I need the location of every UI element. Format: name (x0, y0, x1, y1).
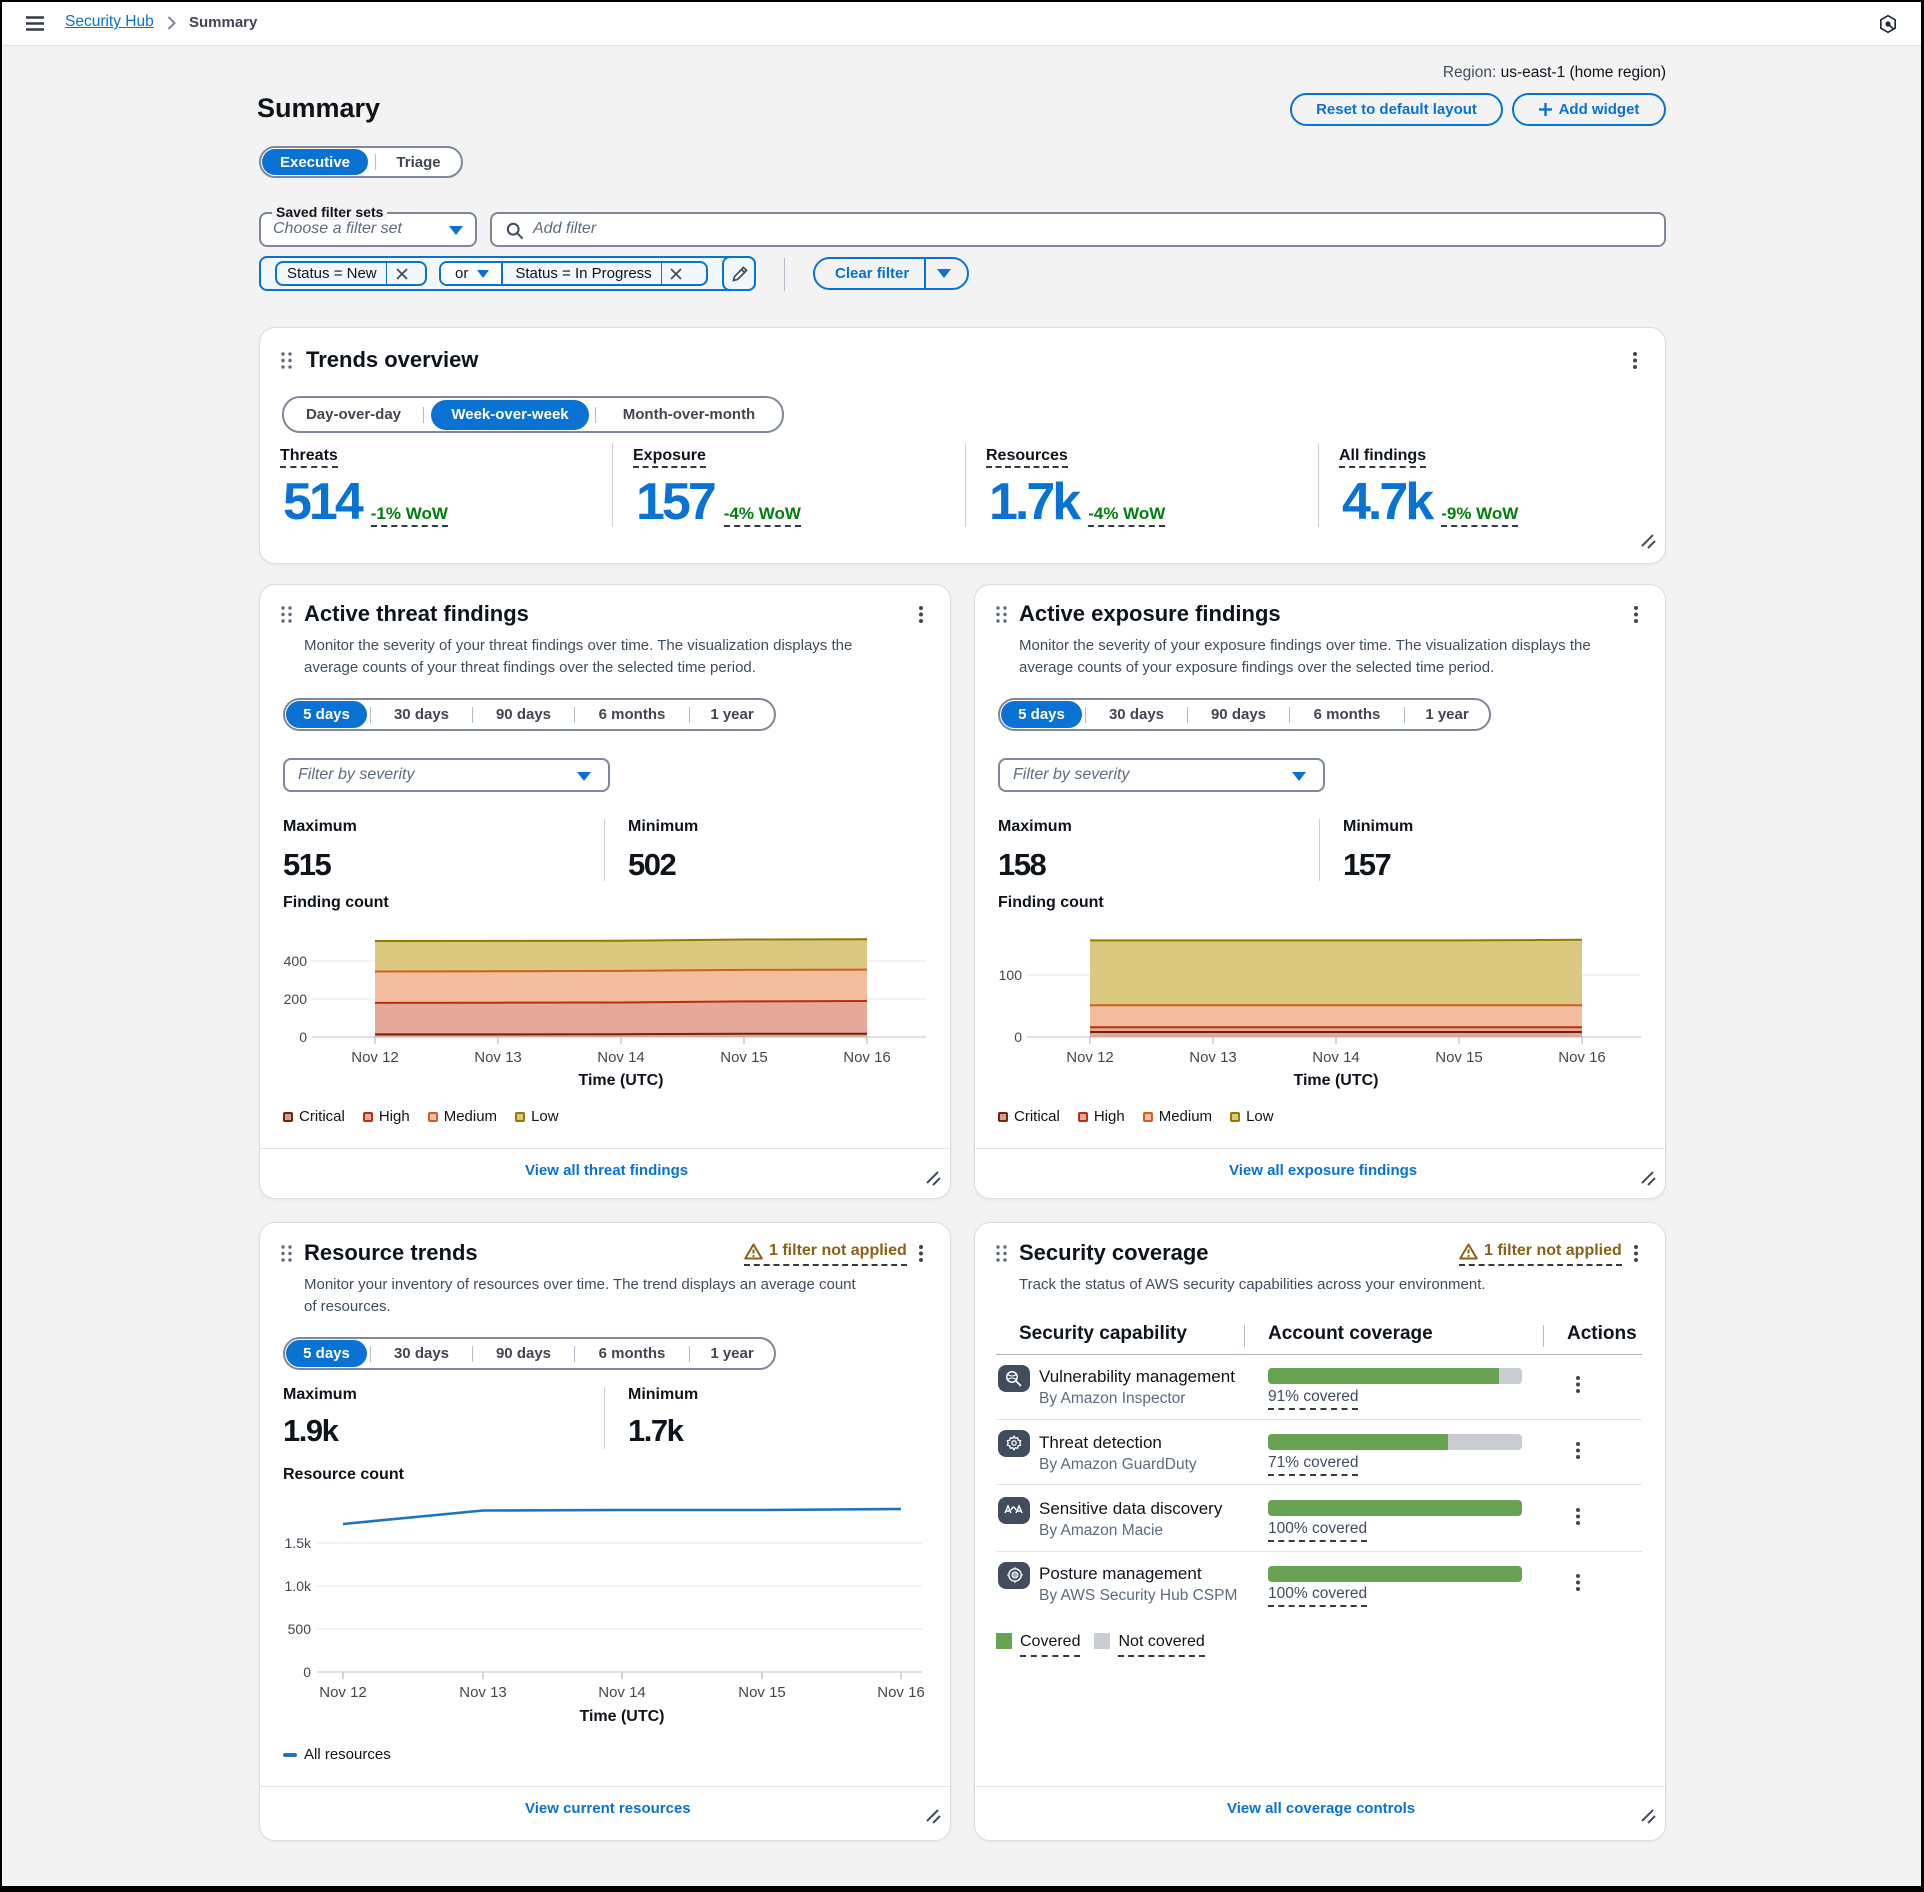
svg-text:Nov 15: Nov 15 (1435, 1049, 1483, 1066)
svg-text:Nov 16: Nov 16 (843, 1049, 891, 1066)
svg-text:Nov 16: Nov 16 (1558, 1049, 1606, 1066)
svg-text:Nov 14: Nov 14 (1312, 1049, 1360, 1066)
svg-text:0: 0 (1014, 1029, 1022, 1045)
svg-text:1.0k: 1.0k (285, 1578, 312, 1594)
svg-text:Time (UTC): Time (UTC) (1293, 1072, 1378, 1089)
svg-text:0: 0 (303, 1664, 311, 1680)
svg-text:Nov 15: Nov 15 (720, 1049, 768, 1066)
svg-text:Nov 13: Nov 13 (474, 1049, 522, 1066)
svg-text:Nov 12: Nov 12 (319, 1684, 367, 1701)
svg-text:Nov 12: Nov 12 (351, 1049, 399, 1066)
svg-text:Nov 13: Nov 13 (459, 1684, 507, 1701)
svg-text:100: 100 (999, 967, 1023, 983)
svg-text:0: 0 (299, 1029, 307, 1045)
svg-text:500: 500 (288, 1621, 312, 1637)
svg-text:Time (UTC): Time (UTC) (579, 1708, 664, 1725)
svg-text:Nov 15: Nov 15 (738, 1684, 786, 1701)
svg-text:Nov 14: Nov 14 (598, 1684, 646, 1701)
svg-text:Time (UTC): Time (UTC) (578, 1072, 663, 1089)
svg-text:1.5k: 1.5k (285, 1535, 312, 1551)
svg-text:Nov 13: Nov 13 (1189, 1049, 1237, 1066)
svg-text:200: 200 (284, 991, 308, 1007)
svg-text:Nov 12: Nov 12 (1066, 1049, 1114, 1066)
svg-text:Nov 14: Nov 14 (597, 1049, 645, 1066)
svg-text:Nov 16: Nov 16 (877, 1684, 925, 1701)
svg-text:400: 400 (284, 953, 308, 969)
